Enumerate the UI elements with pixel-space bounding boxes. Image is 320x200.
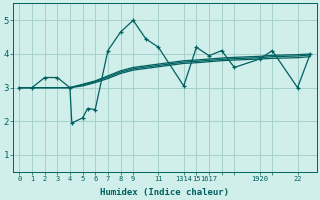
X-axis label: Humidex (Indice chaleur): Humidex (Indice chaleur) bbox=[100, 188, 229, 197]
